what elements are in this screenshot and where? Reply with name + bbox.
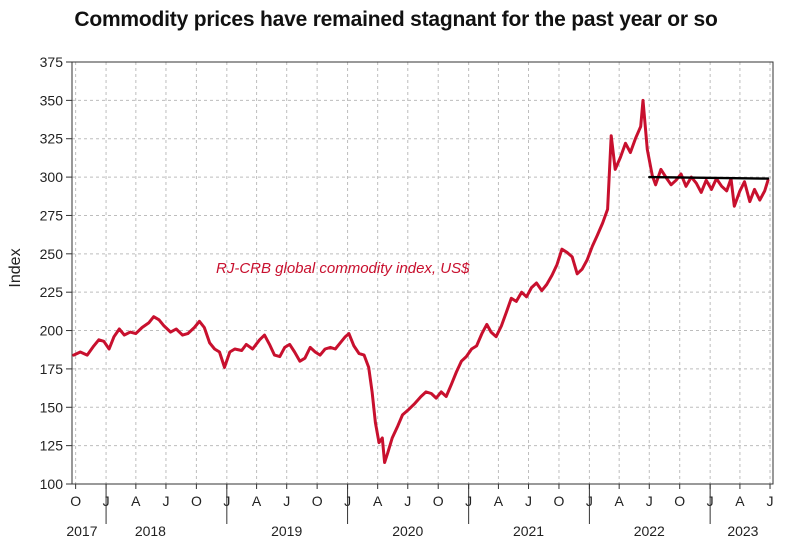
y-tick-label: 275 (40, 207, 64, 223)
x-tick-label: O (554, 493, 565, 509)
x-tick-label: O (191, 493, 202, 509)
y-tick-label: 350 (40, 92, 64, 108)
x-axis: OJAJOJAJOJAJOJAJOJAJOJAJ2017201820192020… (66, 484, 774, 539)
y-tick-label: 325 (40, 131, 64, 147)
y-axis-label: Index (7, 248, 24, 287)
series-annotation: RJ-CRB global commodity index, US$ (216, 260, 470, 277)
y-tick-label: 175 (40, 361, 64, 377)
x-tick-label: J (646, 493, 653, 509)
chart-title: Commodity prices have remained stagnant … (74, 8, 718, 31)
x-tick-label: A (614, 493, 624, 509)
x-tick-label: A (131, 493, 141, 509)
x-tick-label: O (70, 493, 81, 509)
x-tick-label: A (252, 493, 262, 509)
y-tick-label: 300 (40, 169, 64, 185)
x-tick-label: A (494, 493, 504, 509)
year-label: 2017 (66, 523, 97, 539)
x-tick-label: J (162, 493, 169, 509)
series-line-flat (648, 175, 770, 180)
x-tick-label: J (767, 493, 774, 509)
year-label: 2022 (634, 523, 665, 539)
x-tick-label: O (312, 493, 323, 509)
x-tick-label: J (283, 493, 290, 509)
y-tick-label: 375 (40, 54, 64, 70)
year-label: 2021 (513, 523, 544, 539)
series-layer (72, 98, 770, 464)
x-tick-label: A (373, 493, 383, 509)
year-label: 2023 (727, 523, 758, 539)
year-label: 2020 (392, 523, 423, 539)
y-tick-label: 250 (40, 246, 64, 262)
year-label: 2019 (271, 523, 302, 539)
y-tick-label: 150 (40, 399, 64, 415)
x-tick-label: J (404, 493, 411, 509)
x-tick-label: O (674, 493, 685, 509)
x-tick-label: O (433, 493, 444, 509)
series-line-index (72, 98, 770, 464)
y-tick-label: 125 (40, 438, 64, 454)
y-tick-label: 100 (40, 476, 64, 492)
x-tick-label: J (525, 493, 532, 509)
plot-area-frame (71, 61, 774, 485)
y-axis: 100 125 150 175 200 225 250 275 300 325 350 375 (40, 54, 72, 492)
x-tick-label: A (735, 493, 745, 509)
year-label: 2018 (135, 523, 166, 539)
y-tick-label: 225 (40, 284, 64, 300)
y-tick-label: 200 (40, 323, 64, 339)
